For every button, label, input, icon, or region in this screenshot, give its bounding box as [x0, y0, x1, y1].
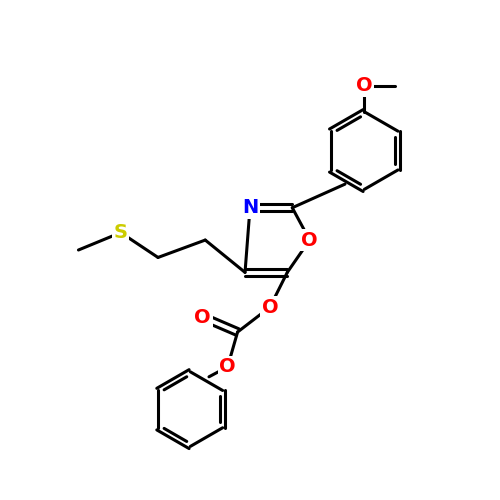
Text: O: O [220, 358, 236, 376]
Text: O: O [194, 308, 211, 326]
Text: O: O [302, 230, 318, 250]
Text: S: S [114, 223, 128, 242]
Text: N: N [242, 198, 258, 217]
Text: O: O [356, 76, 372, 96]
Text: O: O [262, 298, 278, 316]
